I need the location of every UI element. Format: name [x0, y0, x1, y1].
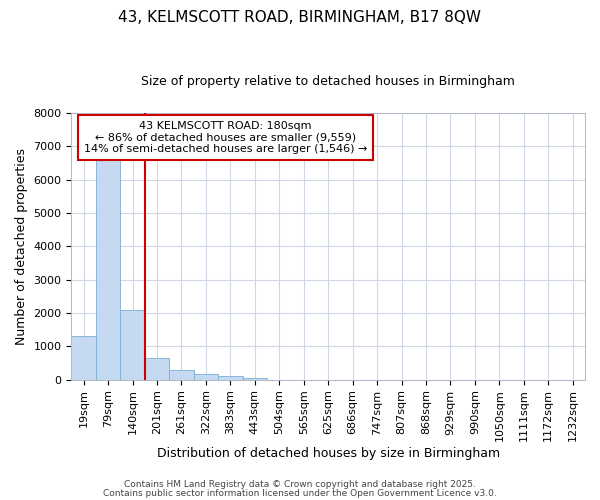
Bar [218, 376, 242, 380]
Bar [121, 310, 145, 380]
Text: 43 KELMSCOTT ROAD: 180sqm
← 86% of detached houses are smaller (9,559)
14% of se: 43 KELMSCOTT ROAD: 180sqm ← 86% of detac… [84, 121, 367, 154]
Bar [145, 358, 169, 380]
Text: 43, KELMSCOTT ROAD, BIRMINGHAM, B17 8QW: 43, KELMSCOTT ROAD, BIRMINGHAM, B17 8QW [119, 10, 482, 25]
Bar [242, 378, 267, 380]
Text: Contains public sector information licensed under the Open Government Licence v3: Contains public sector information licen… [103, 488, 497, 498]
Bar [194, 374, 218, 380]
Bar [169, 370, 194, 380]
X-axis label: Distribution of detached houses by size in Birmingham: Distribution of detached houses by size … [157, 447, 500, 460]
Bar [71, 336, 96, 380]
Bar [96, 158, 121, 380]
Y-axis label: Number of detached properties: Number of detached properties [15, 148, 28, 345]
Title: Size of property relative to detached houses in Birmingham: Size of property relative to detached ho… [141, 75, 515, 88]
Text: Contains HM Land Registry data © Crown copyright and database right 2025.: Contains HM Land Registry data © Crown c… [124, 480, 476, 489]
